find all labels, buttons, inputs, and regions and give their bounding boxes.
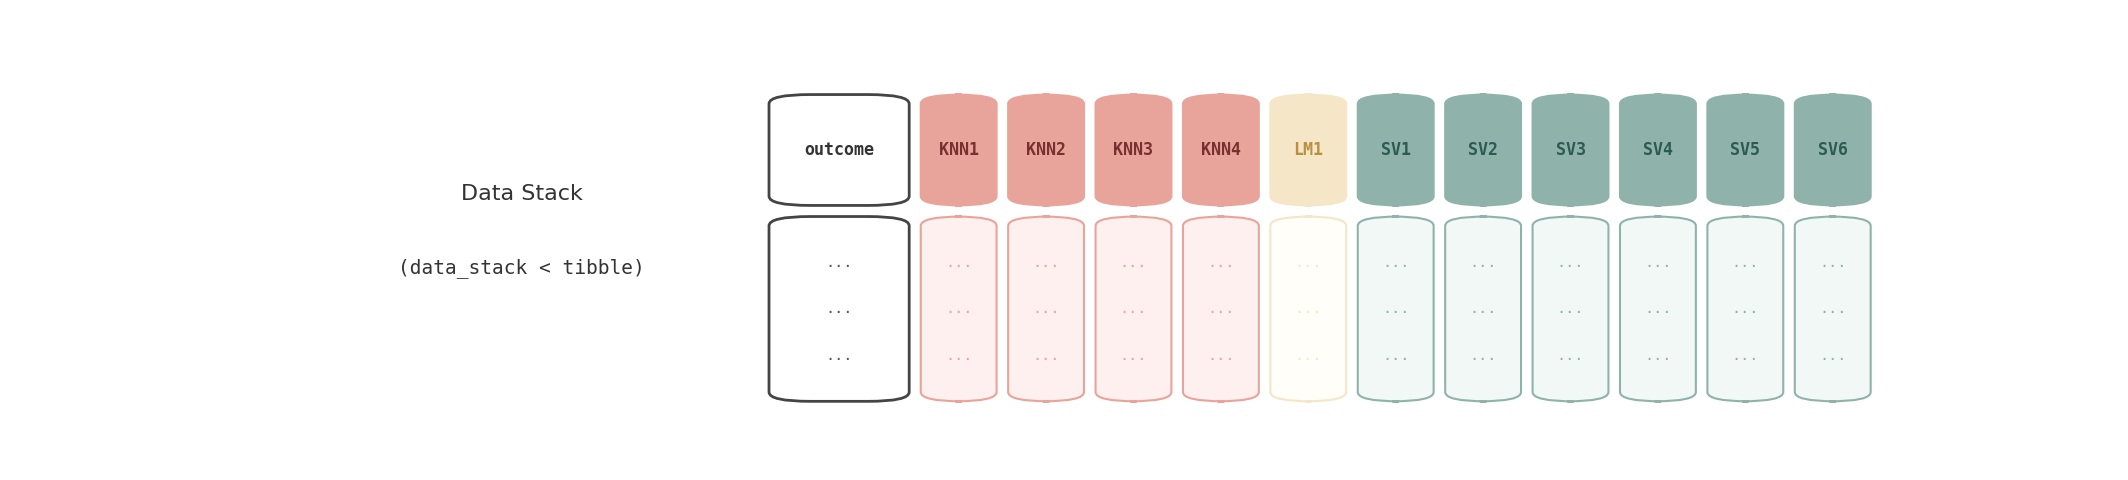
Text: outcome: outcome	[804, 141, 875, 159]
Text: SV1: SV1	[1381, 141, 1411, 159]
Text: ...: ...	[1032, 301, 1060, 316]
Text: ...: ...	[1645, 255, 1673, 270]
FancyBboxPatch shape	[768, 216, 909, 401]
Text: ...: ...	[1470, 255, 1496, 270]
FancyBboxPatch shape	[1270, 95, 1347, 205]
FancyBboxPatch shape	[1619, 216, 1696, 401]
Text: ...: ...	[1294, 255, 1321, 270]
Text: ...: ...	[1381, 255, 1409, 270]
FancyBboxPatch shape	[1096, 216, 1170, 401]
Text: Data Stack: Data Stack	[460, 184, 583, 204]
Text: ...: ...	[1819, 301, 1847, 316]
Text: ...: ...	[1732, 301, 1760, 316]
Text: ...: ...	[1645, 348, 1673, 362]
Text: ...: ...	[1119, 255, 1147, 270]
Text: SV5: SV5	[1730, 141, 1760, 159]
FancyBboxPatch shape	[1707, 216, 1783, 401]
FancyBboxPatch shape	[1358, 95, 1434, 205]
Text: ...: ...	[1381, 348, 1409, 362]
FancyBboxPatch shape	[1270, 216, 1347, 401]
FancyBboxPatch shape	[1183, 216, 1260, 401]
FancyBboxPatch shape	[768, 95, 909, 205]
FancyBboxPatch shape	[1358, 216, 1434, 401]
FancyBboxPatch shape	[1445, 216, 1522, 401]
Text: (data_stack < tibble): (data_stack < tibble)	[398, 258, 645, 278]
Text: ...: ...	[826, 348, 853, 362]
Text: ...: ...	[1558, 348, 1583, 362]
FancyBboxPatch shape	[1009, 95, 1083, 205]
Text: SV4: SV4	[1643, 141, 1673, 159]
FancyBboxPatch shape	[1794, 216, 1871, 401]
FancyBboxPatch shape	[1794, 95, 1871, 205]
Text: ...: ...	[1819, 255, 1847, 270]
FancyBboxPatch shape	[921, 95, 996, 205]
Text: ...: ...	[945, 255, 972, 270]
Text: KNN2: KNN2	[1026, 141, 1066, 159]
Text: SV3: SV3	[1556, 141, 1585, 159]
FancyBboxPatch shape	[1707, 95, 1783, 205]
FancyBboxPatch shape	[921, 216, 996, 401]
Text: ...: ...	[1207, 301, 1234, 316]
Text: ...: ...	[1207, 255, 1234, 270]
Text: ...: ...	[1119, 348, 1147, 362]
FancyBboxPatch shape	[1619, 95, 1696, 205]
Text: SV6: SV6	[1817, 141, 1847, 159]
Text: ...: ...	[1381, 301, 1409, 316]
Text: ...: ...	[1470, 301, 1496, 316]
Text: ...: ...	[1558, 255, 1583, 270]
Text: ...: ...	[945, 348, 972, 362]
Text: ...: ...	[1294, 348, 1321, 362]
Text: ...: ...	[826, 301, 853, 316]
Text: ...: ...	[1294, 301, 1321, 316]
Text: KNN4: KNN4	[1200, 141, 1241, 159]
Text: ...: ...	[1032, 255, 1060, 270]
FancyBboxPatch shape	[1445, 95, 1522, 205]
FancyBboxPatch shape	[1096, 95, 1170, 205]
Text: KNN3: KNN3	[1113, 141, 1153, 159]
Text: ...: ...	[1119, 301, 1147, 316]
Text: KNN1: KNN1	[938, 141, 979, 159]
Text: ...: ...	[1207, 348, 1234, 362]
FancyBboxPatch shape	[1009, 216, 1083, 401]
FancyBboxPatch shape	[1532, 216, 1609, 401]
FancyBboxPatch shape	[1532, 95, 1609, 205]
Text: ...: ...	[1732, 348, 1760, 362]
Text: ...: ...	[1558, 301, 1583, 316]
Text: ...: ...	[1470, 348, 1496, 362]
Text: ...: ...	[826, 255, 853, 270]
Text: ...: ...	[1819, 348, 1847, 362]
Text: LM1: LM1	[1294, 141, 1324, 159]
Text: SV2: SV2	[1468, 141, 1498, 159]
Text: ...: ...	[1032, 348, 1060, 362]
Text: ...: ...	[945, 301, 972, 316]
Text: ...: ...	[1645, 301, 1673, 316]
Text: ...: ...	[1732, 255, 1760, 270]
FancyBboxPatch shape	[1183, 95, 1260, 205]
